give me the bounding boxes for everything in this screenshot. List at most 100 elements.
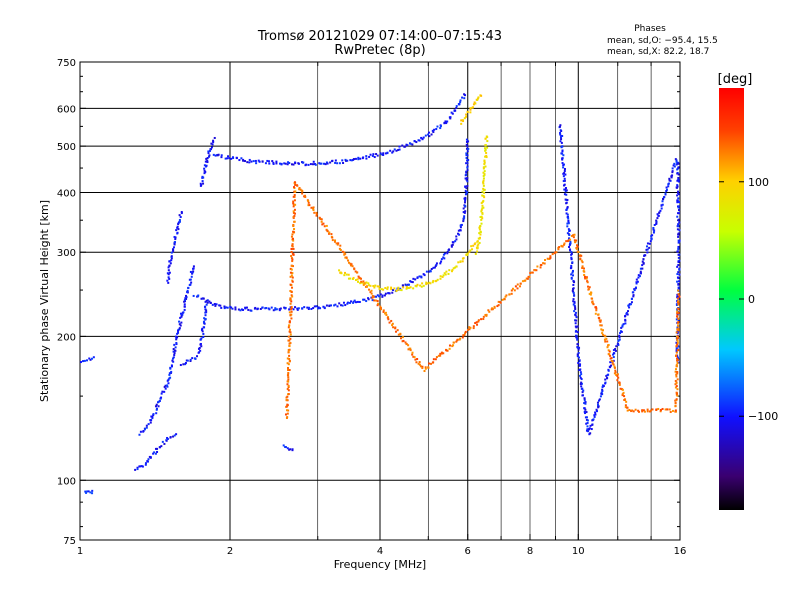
echo-point — [205, 303, 208, 306]
echo-point — [479, 233, 482, 236]
echo-point — [561, 152, 564, 155]
echo-point — [575, 336, 578, 339]
echo-point — [577, 348, 580, 351]
echo-point — [254, 159, 257, 162]
echo-point — [356, 271, 359, 274]
echo-point — [425, 270, 428, 273]
echo-point — [383, 294, 386, 297]
echo-point — [209, 301, 212, 304]
echo-point — [159, 397, 162, 400]
echo-point — [482, 187, 485, 190]
echo-point — [334, 303, 337, 306]
echo-point — [178, 323, 181, 326]
echo-point — [571, 261, 574, 264]
echo-point — [617, 342, 620, 345]
echo-point — [439, 275, 442, 278]
echo-point — [594, 306, 597, 309]
echo-point — [466, 180, 469, 183]
echo-point — [677, 248, 680, 251]
echo-point — [397, 288, 400, 291]
echo-point — [439, 277, 442, 280]
echo-point — [290, 268, 293, 271]
echo-point — [290, 317, 293, 320]
echo-point — [422, 284, 425, 287]
echo-point — [198, 351, 201, 354]
echo-point — [288, 330, 291, 333]
colorbar-label: [deg] — [718, 72, 753, 87]
echo-point — [598, 319, 601, 322]
echo-point — [677, 336, 680, 339]
echo-point — [570, 258, 573, 261]
echo-point — [275, 308, 278, 311]
echo-point — [291, 265, 294, 268]
echo-point — [379, 293, 382, 296]
echo-point — [452, 344, 455, 347]
echo-point — [497, 304, 500, 307]
echo-point — [189, 270, 192, 273]
echo-point — [483, 161, 486, 164]
echo-point — [639, 270, 642, 273]
echo-point — [456, 338, 459, 341]
echo-point — [200, 297, 203, 300]
echo-point — [178, 214, 181, 217]
echo-point — [178, 328, 181, 331]
echo-point — [482, 206, 485, 209]
echo-point — [676, 332, 679, 335]
echo-point — [206, 159, 209, 162]
echo-point — [357, 280, 360, 283]
echo-point — [250, 160, 253, 163]
echo-point — [203, 169, 206, 172]
echo-point — [180, 210, 183, 213]
y-tick-label: 750 — [57, 58, 76, 69]
echo-point — [205, 309, 208, 312]
echo-point — [177, 221, 180, 224]
echo-point — [480, 215, 483, 218]
echo-point — [372, 284, 375, 287]
echo-point — [266, 159, 269, 162]
echo-point — [562, 164, 565, 167]
echo-point — [310, 307, 313, 310]
echo-point — [357, 158, 360, 161]
echo-point — [376, 304, 379, 307]
echo-point — [568, 234, 571, 237]
echo-point — [439, 127, 442, 130]
echo-point — [359, 282, 362, 285]
echo-point — [174, 238, 177, 241]
echo-point — [677, 320, 680, 323]
echo-point — [289, 275, 292, 278]
echo-point — [435, 356, 438, 359]
echo-point — [469, 107, 472, 110]
echo-point — [641, 410, 644, 413]
echo-point — [268, 162, 271, 165]
echo-point — [519, 282, 522, 285]
echo-point — [619, 332, 622, 335]
echo-point — [387, 318, 390, 321]
echo-point — [172, 435, 175, 438]
echo-point — [459, 337, 462, 340]
echo-point — [621, 324, 624, 327]
echo-point — [445, 270, 448, 273]
echo-point — [581, 265, 584, 268]
echo-point — [570, 252, 573, 255]
echo-point — [579, 376, 582, 379]
echo-point — [664, 193, 667, 196]
echo-point — [312, 307, 315, 310]
echo-point — [490, 308, 493, 311]
echo-point — [546, 257, 549, 260]
echo-point — [296, 308, 299, 311]
echo-point — [294, 161, 297, 164]
echo-point — [174, 335, 177, 338]
echo-point — [463, 334, 466, 337]
echo-point — [401, 284, 404, 287]
echo-point — [671, 170, 674, 173]
echo-point — [677, 191, 680, 194]
echo-point — [85, 491, 88, 494]
echo-point — [402, 339, 405, 342]
echo-point — [652, 231, 655, 234]
echo-point — [197, 347, 200, 350]
echo-point — [574, 330, 577, 333]
echo-point — [486, 146, 489, 149]
echo-point — [201, 327, 204, 330]
echo-point — [677, 233, 680, 236]
echo-point — [466, 328, 469, 331]
